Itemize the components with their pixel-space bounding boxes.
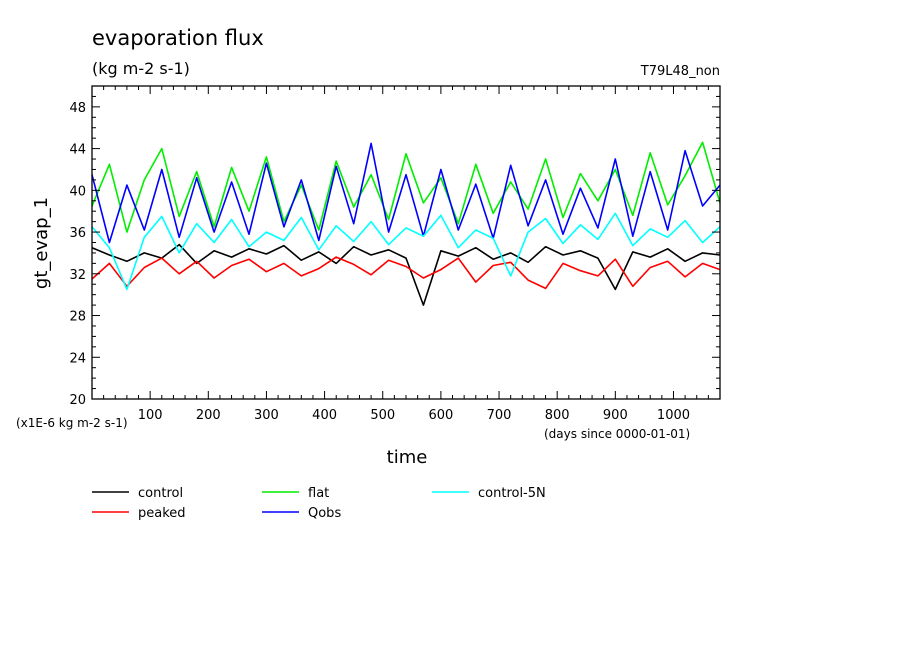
y-tick-label: 48 (69, 101, 86, 116)
y-tick-label: 28 (69, 310, 86, 325)
x-tick-label: 700 (487, 408, 512, 423)
y-scale-note: (x1E-6 kg m-2 s-1) (16, 416, 128, 430)
legend-label-peaked: peaked (138, 506, 186, 521)
legend-label-qobs: Qobs (308, 506, 341, 521)
axis-layer: 100 200 300 400 500 600 700 800 900 1000 20 24 28 32 3… (69, 86, 721, 423)
series-line-flat (91, 141, 721, 233)
run-label: T79L48_non (640, 64, 720, 79)
y-tick-label: 40 (69, 184, 86, 199)
chart-title: evaporation flux (92, 26, 264, 50)
series-layer (91, 141, 721, 306)
x-tick-label: 1000 (657, 408, 690, 423)
y-tick-label: 32 (69, 268, 86, 283)
series-line-qobs (91, 142, 721, 244)
legend-label-control: control (138, 486, 183, 501)
x-axis-units: (days since 0000-01-01) (544, 427, 690, 441)
x-axis-label: time (387, 447, 428, 468)
x-tick-label: 200 (196, 408, 221, 423)
x-tick-label: 600 (428, 408, 453, 423)
x-tick-label: 900 (603, 408, 628, 423)
x-tick-label: 400 (312, 408, 337, 423)
y-axis-label: gt_evap_1 (31, 197, 52, 289)
y-tick-label: 24 (69, 351, 86, 366)
legend-label-flat: flat (308, 486, 329, 501)
chart-units: (kg m-2 s-1) (92, 59, 190, 78)
y-tick-label: 44 (69, 143, 86, 158)
series-line-control-5n (91, 212, 721, 291)
x-tick-label: 500 (370, 408, 395, 423)
y-tick-label: 20 (69, 393, 86, 408)
legend: control peaked flat Qobs control-5N (92, 486, 546, 521)
x-tick-label: 100 (138, 408, 163, 423)
series-line-peaked (91, 256, 721, 290)
legend-label-control-5n: control-5N (478, 486, 546, 501)
y-tick-label: 36 (69, 226, 86, 241)
x-tick-label: 300 (254, 408, 279, 423)
series-line-control (91, 243, 721, 306)
x-tick-label: 800 (545, 408, 570, 423)
